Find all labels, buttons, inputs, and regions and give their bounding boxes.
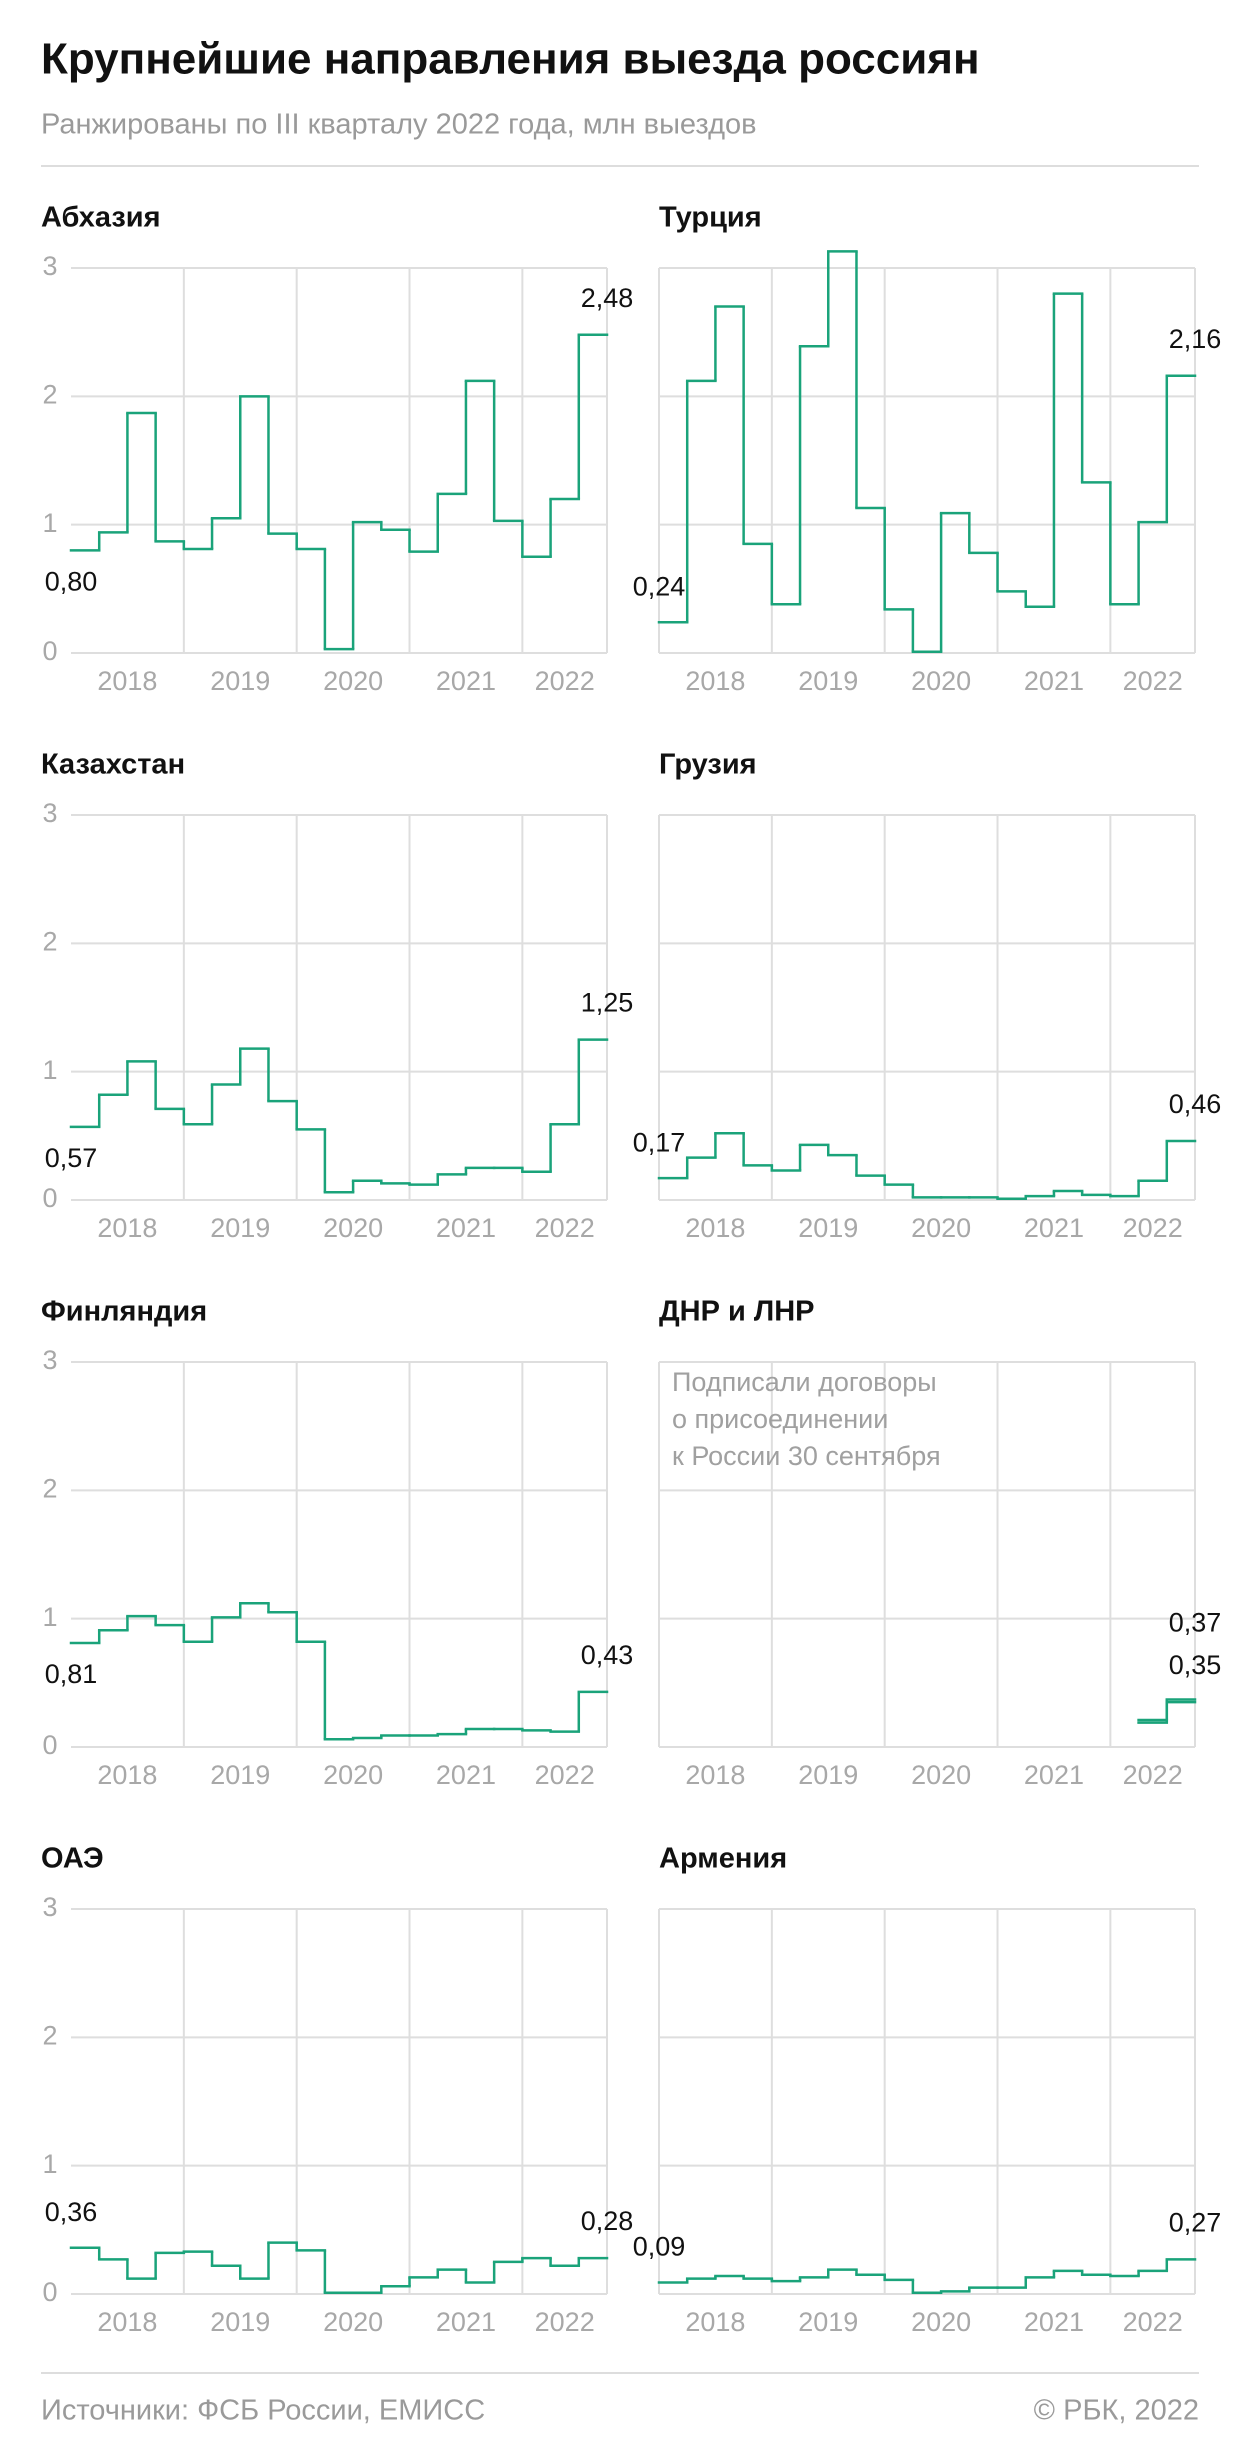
credit: © РБК, 2022 — [1034, 2395, 1199, 2427]
panel-title: ОАЭ — [41, 1843, 104, 1875]
x-tick-label: 2022 — [535, 2307, 595, 2337]
x-tick-label: 2018 — [685, 2307, 745, 2337]
value-label: 0,43 — [581, 1640, 634, 1670]
x-tick-label: 2020 — [911, 1760, 971, 1790]
x-tick-label: 2021 — [1024, 2307, 1084, 2337]
x-tick-label: 2018 — [685, 1213, 745, 1243]
x-tick-label: 2019 — [210, 666, 270, 696]
x-tick-label: 2018 — [97, 2307, 157, 2337]
x-tick-label: 2021 — [436, 1213, 496, 1243]
y-tick-label: 3 — [42, 251, 57, 281]
y-tick-label: 0 — [42, 636, 57, 666]
x-tick-label: 2018 — [97, 666, 157, 696]
x-tick-label: 2020 — [911, 2307, 971, 2337]
value-label: 1,25 — [581, 988, 634, 1018]
value-label: 0,35 — [1169, 1650, 1222, 1680]
value-label: 0,28 — [581, 2206, 634, 2236]
x-tick-label: 2022 — [535, 666, 595, 696]
x-tick-label: 2020 — [323, 1760, 383, 1790]
x-tick-label: 2019 — [798, 2307, 858, 2337]
value-label: 2,16 — [1169, 324, 1222, 354]
y-tick-label: 2 — [42, 2020, 57, 2050]
value-label: 0,36 — [45, 2197, 98, 2227]
subtitle: Ранжированы по III кварталу 2022 года, м… — [41, 109, 757, 141]
panel-title: Турция — [659, 202, 762, 234]
value-label: 0,24 — [633, 571, 686, 601]
y-tick-label: 0 — [42, 1730, 57, 1760]
source: Источники: ФСБ России, ЕМИСС — [41, 2395, 485, 2427]
x-tick-label: 2019 — [798, 666, 858, 696]
y-tick-label: 1 — [42, 508, 57, 538]
value-label: 0,37 — [1169, 1608, 1222, 1638]
panel-title: Абхазия — [41, 202, 161, 234]
x-tick-label: 2020 — [323, 1213, 383, 1243]
panel-title: Армения — [659, 1843, 787, 1875]
panel-title: ДНР и ЛНР — [659, 1296, 815, 1328]
y-tick-label: 2 — [42, 926, 57, 956]
x-tick-label: 2018 — [97, 1213, 157, 1243]
x-tick-label: 2022 — [1123, 666, 1183, 696]
x-tick-label: 2020 — [911, 1213, 971, 1243]
y-tick-label: 3 — [42, 798, 57, 828]
annotation: к России 30 сентября — [672, 1441, 941, 1471]
value-label: 0,57 — [45, 1143, 98, 1173]
x-tick-label: 2021 — [1024, 666, 1084, 696]
x-tick-label: 2018 — [685, 1760, 745, 1790]
x-tick-label: 2020 — [323, 2307, 383, 2337]
y-tick-label: 3 — [42, 1345, 57, 1375]
panel-title: Финляндия — [41, 1296, 207, 1328]
y-tick-label: 2 — [42, 1473, 57, 1503]
x-tick-label: 2018 — [685, 666, 745, 696]
x-tick-label: 2022 — [535, 1760, 595, 1790]
x-tick-label: 2020 — [911, 666, 971, 696]
x-tick-label: 2022 — [1123, 1760, 1183, 1790]
x-tick-label: 2021 — [436, 666, 496, 696]
x-tick-label: 2021 — [1024, 1213, 1084, 1243]
x-tick-label: 2019 — [210, 2307, 270, 2337]
x-tick-label: 2022 — [1123, 2307, 1183, 2337]
x-tick-label: 2019 — [798, 1213, 858, 1243]
panel-title: Грузия — [659, 749, 757, 781]
value-label: 0,80 — [45, 566, 98, 596]
value-label: 0,27 — [1169, 2207, 1222, 2237]
y-tick-label: 1 — [42, 2149, 57, 2179]
value-label: 2,48 — [581, 283, 634, 313]
value-label: 0,17 — [633, 1127, 686, 1157]
x-tick-label: 2021 — [1024, 1760, 1084, 1790]
x-tick-label: 2021 — [436, 2307, 496, 2337]
annotation: о присоединении — [672, 1404, 888, 1434]
x-tick-label: 2019 — [210, 1760, 270, 1790]
value-label: 0,09 — [633, 2232, 686, 2262]
x-tick-label: 2022 — [535, 1213, 595, 1243]
x-tick-label: 2018 — [97, 1760, 157, 1790]
x-tick-label: 2022 — [1123, 1213, 1183, 1243]
panel-title: Казахстан — [41, 749, 185, 781]
y-tick-label: 0 — [42, 1183, 57, 1213]
y-tick-label: 2 — [42, 379, 57, 409]
x-tick-label: 2019 — [210, 1213, 270, 1243]
annotation: Подписали договоры — [672, 1367, 937, 1397]
y-tick-label: 1 — [42, 1602, 57, 1632]
y-tick-label: 1 — [42, 1055, 57, 1085]
title: Крупнейшие направления выезда россиян — [41, 35, 980, 84]
x-tick-label: 2019 — [798, 1760, 858, 1790]
x-tick-label: 2020 — [323, 666, 383, 696]
value-label: 0,46 — [1169, 1089, 1222, 1119]
x-tick-label: 2021 — [436, 1760, 496, 1790]
value-label: 0,81 — [45, 1659, 98, 1689]
y-tick-label: 0 — [42, 2277, 57, 2307]
y-tick-label: 3 — [42, 1892, 57, 1922]
